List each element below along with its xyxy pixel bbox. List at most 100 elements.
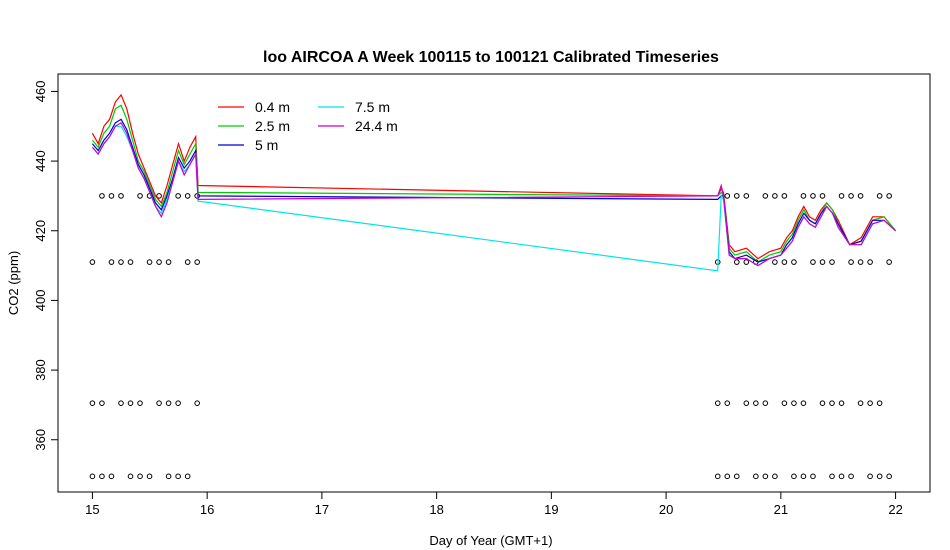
x-tick-label: 21 (774, 502, 788, 517)
y-tick-label: 380 (33, 359, 48, 381)
marker-point (791, 259, 797, 265)
marker-point (89, 400, 96, 406)
series-layer (91, 93, 897, 272)
marker-point (867, 259, 873, 265)
marker-point (772, 259, 778, 265)
y-tick-label: 360 (33, 429, 48, 451)
marker-point (886, 193, 892, 199)
marker-point (753, 400, 759, 406)
marker-point (829, 259, 835, 265)
x-tick-label: 15 (85, 502, 99, 517)
marker-point (127, 259, 134, 265)
marker-point (810, 473, 816, 480)
marker-point (743, 259, 750, 265)
marker-point (857, 400, 864, 406)
marker-point (156, 259, 162, 265)
marker-point (876, 193, 883, 199)
marker-point (800, 400, 807, 406)
marker-point (127, 400, 134, 406)
x-axis: 15 16 17 18 19 20 21 22 (85, 491, 903, 517)
x-tick-label: 18 (429, 502, 443, 517)
marker-point (810, 193, 816, 199)
marker-point (118, 259, 124, 265)
marker-point (867, 400, 873, 406)
marker-point (791, 400, 797, 406)
marker-point (733, 473, 740, 480)
marker-point (714, 400, 721, 406)
marker-point (867, 473, 873, 480)
marker-point (781, 193, 788, 199)
y-tick-label: 400 (33, 290, 48, 312)
x-tick-label: 20 (659, 502, 673, 517)
legend-label: 7.5 m (355, 99, 390, 115)
marker-point (127, 473, 134, 480)
x-axis-label: Day of Year (GMT+1) (429, 533, 552, 548)
x-tick-label: 22 (888, 502, 902, 517)
marker-point (175, 193, 181, 199)
marker-point (762, 400, 769, 406)
marker-point (838, 473, 845, 480)
marker-point (772, 473, 778, 480)
marker-point (724, 193, 731, 199)
x-tick-label: 16 (200, 502, 214, 517)
marker-point (876, 473, 883, 480)
marker-point (99, 473, 105, 480)
marker-point (810, 259, 816, 265)
marker-point (829, 400, 835, 406)
marker-point (137, 400, 143, 406)
legend: 0.4 m 2.5 m 5 m 7.5 m 24.4 m (218, 99, 398, 153)
marker-point (194, 400, 200, 406)
x-tick-label: 19 (544, 502, 558, 517)
x-tick-label: 17 (315, 502, 329, 517)
marker-point (165, 473, 172, 480)
marker-point (724, 400, 731, 406)
marker-point (848, 259, 854, 265)
marker-point (175, 400, 181, 406)
marker-point (743, 193, 750, 199)
marker-point (89, 259, 96, 265)
legend-label: 24.4 m (355, 118, 398, 134)
marker-point (184, 193, 191, 199)
marker-point (118, 193, 124, 199)
marker-point (819, 400, 826, 406)
marker-point (194, 259, 200, 265)
legend-label: 0.4 m (255, 99, 290, 115)
series-line-0 (91, 93, 897, 260)
series-line-1 (91, 104, 897, 263)
marker-point (829, 473, 835, 480)
marker-point (146, 259, 153, 265)
marker-point (772, 193, 778, 199)
marker-point (857, 259, 864, 265)
marker-point (175, 473, 181, 480)
marker-point (137, 193, 143, 199)
marker-point (165, 400, 172, 406)
marker-point (848, 193, 854, 199)
marker-point (753, 473, 759, 480)
marker-point (838, 400, 845, 406)
marker-point (156, 400, 162, 406)
marker-point (848, 473, 854, 480)
marker-point (184, 473, 191, 480)
marker-point (99, 193, 105, 199)
marker-point (781, 400, 788, 406)
marker-point (857, 193, 864, 199)
marker-point (184, 259, 191, 265)
marker-point (876, 400, 883, 406)
marker-point (89, 473, 96, 480)
series-line-4 (91, 121, 897, 267)
y-tick-label: 440 (33, 150, 48, 172)
plot-frame (57, 73, 931, 493)
marker-point (714, 473, 721, 480)
marker-point (838, 193, 845, 199)
y-axis-label: CO2 (ppm) (6, 251, 21, 315)
marker-point (800, 473, 807, 480)
marker-point (137, 473, 143, 480)
marker-point (819, 193, 826, 199)
marker-point (886, 473, 892, 480)
legend-label: 2.5 m (255, 118, 290, 134)
marker-point (819, 259, 826, 265)
marker-point (724, 473, 731, 480)
marker-point (762, 473, 769, 480)
marker-point (118, 400, 124, 406)
